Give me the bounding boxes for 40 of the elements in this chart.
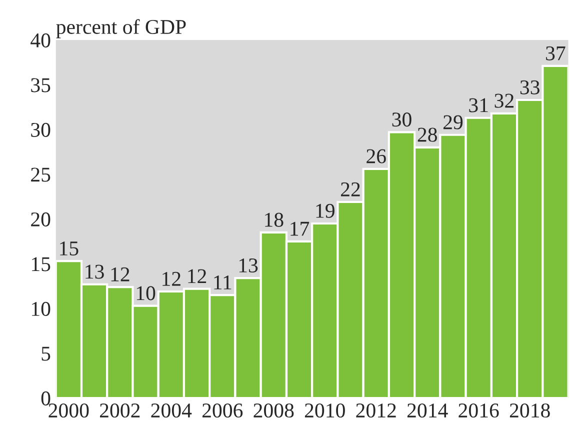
y-tick-label: 40 (30, 33, 50, 48)
data-label: 33 (520, 80, 540, 94)
data-label: 12 (111, 267, 130, 282)
x-tick-label: 2008 (254, 403, 294, 418)
data-label: 32 (494, 94, 514, 108)
x-tick-label: 2004 (151, 403, 192, 418)
y-tick-label: 25 (31, 168, 50, 182)
y-axis-title: percent of GDP (56, 19, 186, 38)
data-label: 26 (366, 149, 386, 164)
y-tick-label: 15 (32, 257, 50, 272)
y-tick-label: 5 (42, 346, 50, 361)
y-tick-label: 20 (31, 212, 50, 226)
data-label: 13 (239, 258, 258, 272)
data-label: 10 (136, 286, 156, 300)
data-label: 12 (162, 272, 180, 286)
data-label: 13 (86, 264, 104, 279)
data-label: 17 (290, 222, 310, 236)
data-label: 18 (265, 212, 284, 227)
data-label: 30 (392, 112, 412, 127)
x-tick-label: 2016 (458, 403, 499, 418)
data-label: 31 (469, 98, 488, 112)
data-label: 28 (418, 128, 437, 142)
x-tick-label: 2006 (202, 403, 243, 418)
y-tick-label: 10 (32, 302, 50, 316)
data-label: 11 (214, 276, 232, 290)
x-tick-label: 2014 (407, 403, 448, 418)
x-tick-label: 2012 (356, 403, 396, 418)
y-tick-label: 0 (41, 391, 50, 406)
x-tick-label: 2002 (100, 403, 140, 418)
y-tick-label: 30 (31, 122, 50, 137)
data-label: 15 (60, 242, 78, 256)
data-label: 12 (188, 269, 206, 284)
x-tick-label: 2010 (304, 403, 345, 418)
data-label: 37 (546, 46, 566, 60)
x-tick-label: 2018 (510, 403, 550, 418)
data-label: 29 (443, 115, 463, 130)
x-tick-label: 2000 (48, 403, 89, 418)
data-label: 19 (316, 204, 334, 218)
data-label: 22 (341, 182, 360, 196)
y-tick-label: 35 (31, 78, 50, 92)
